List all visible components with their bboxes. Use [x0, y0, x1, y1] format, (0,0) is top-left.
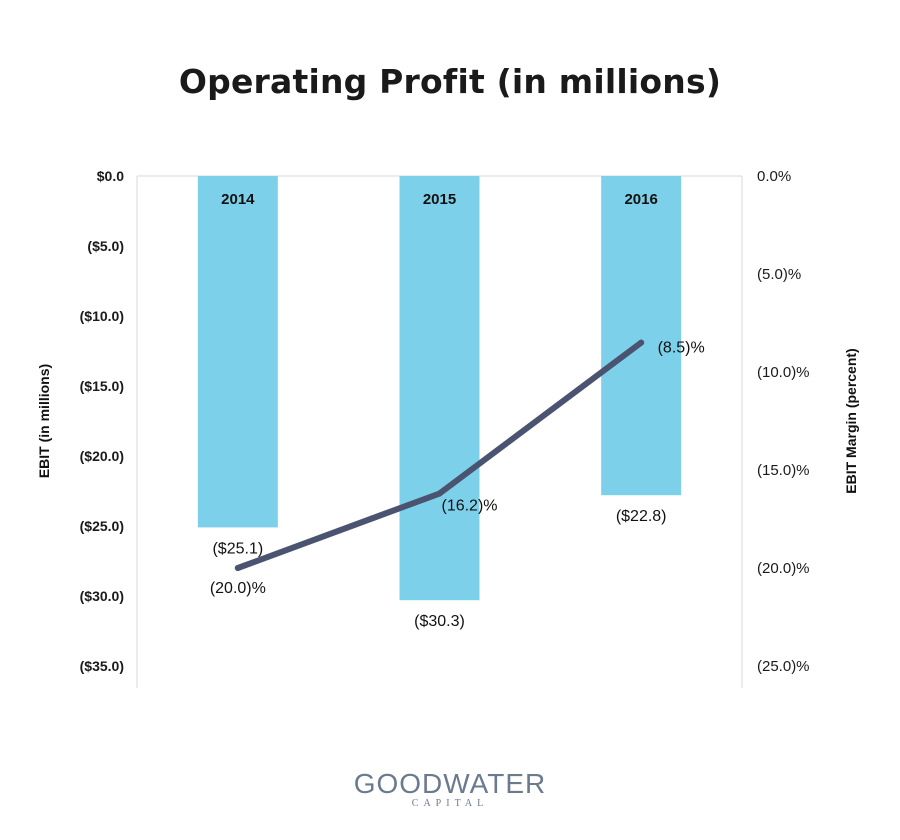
y-tick-label-right: (15.0)%	[757, 462, 810, 479]
margin-point	[638, 339, 645, 346]
category-label: 2015	[423, 191, 456, 208]
y-tick-label-right: (20.0)%	[757, 560, 810, 577]
y-tick-label-right: (5.0)%	[757, 266, 801, 283]
y-tick-label-left: ($15.0)	[80, 378, 124, 394]
logo-name: GOODWATER	[353, 768, 547, 799]
y-tick-label-right: 0.0%	[757, 168, 791, 185]
category-label: 2014	[221, 191, 255, 208]
bar	[399, 176, 480, 601]
chart: $0.0 ($5.0) ($10.0) ($15.0) ($20.0) ($25.0) ($…	[36, 168, 859, 688]
goodwater-logo: GOODWATER CAPITAL	[0, 768, 900, 809]
bar	[601, 176, 682, 496]
margin-value-label: (16.2)%	[441, 498, 497, 515]
bar-value-label: ($30.3)	[414, 613, 465, 630]
chart-title: Operating Profit (in millions)	[178, 62, 722, 101]
bar	[197, 176, 278, 528]
y-tick-label-right: (25.0)%	[757, 658, 810, 675]
y-tick-label-left: ($5.0)	[87, 238, 124, 254]
y-axis-title-right: EBIT Margin (percent)	[843, 348, 859, 493]
margin-point	[234, 565, 241, 571]
logo-tagline: CAPITAL	[411, 798, 489, 809]
y-tick-label-left: ($20.0)	[80, 448, 124, 464]
bar-value-label: ($22.8)	[616, 508, 667, 525]
bar-value-label: ($25.1)	[212, 540, 263, 557]
margin-point	[436, 490, 443, 497]
margin-value-label: (20.0)%	[210, 580, 266, 597]
y-tick-label-left: $0.0	[97, 168, 124, 184]
category-label: 2016	[624, 191, 657, 208]
y-tick-label-right: (10.0)%	[757, 364, 810, 381]
y-tick-label-left: ($10.0)	[80, 308, 124, 324]
y-tick-label-left: ($25.0)	[80, 518, 124, 534]
y-tick-label-left: ($35.0)	[80, 658, 124, 674]
y-axis-title-left: EBIT (in millions)	[36, 364, 52, 478]
margin-value-label: (8.5)%	[658, 340, 705, 357]
y-tick-label-left: ($30.0)	[80, 588, 124, 604]
